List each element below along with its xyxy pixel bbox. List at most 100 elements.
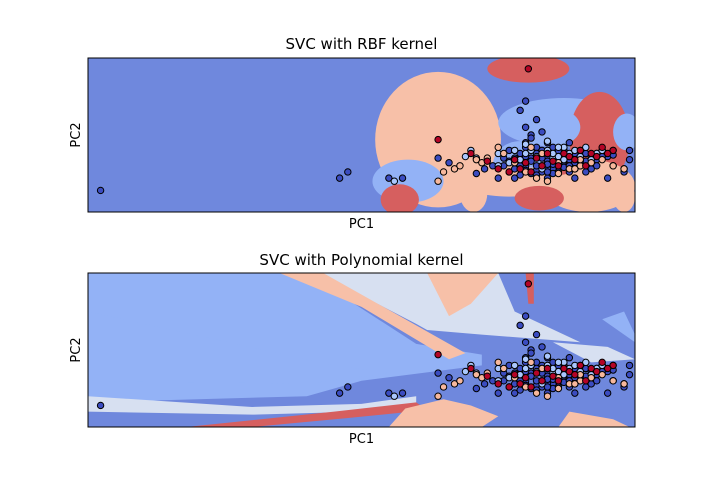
data-point <box>434 154 442 162</box>
data-point <box>335 174 344 182</box>
data-point <box>494 380 502 388</box>
data-point <box>554 143 563 152</box>
decision-region <box>602 311 635 343</box>
data-point <box>576 146 584 155</box>
subplot-rbf: SVC with RBF kernel PC1 PC2 <box>69 35 636 232</box>
data-point <box>521 338 530 346</box>
decision-region <box>552 342 635 363</box>
decision-region <box>388 399 499 427</box>
data-point <box>434 350 442 359</box>
data-point <box>598 358 606 367</box>
data-point <box>445 374 453 382</box>
data-point <box>549 157 557 165</box>
data-point <box>538 377 546 385</box>
data-point <box>532 154 541 162</box>
data-point <box>532 369 541 377</box>
data-point <box>598 155 606 164</box>
data-point <box>527 383 535 391</box>
data-point <box>565 367 574 376</box>
data-point <box>625 146 634 155</box>
decision-region <box>88 396 417 415</box>
decision-region <box>558 411 630 427</box>
data-point <box>593 367 601 376</box>
decision-region <box>514 185 564 211</box>
data-point <box>543 364 552 373</box>
data-point <box>543 392 552 400</box>
data-point <box>554 358 563 367</box>
data-point <box>532 389 541 397</box>
data-point <box>571 389 579 397</box>
decision-region <box>380 184 419 212</box>
data-point <box>538 343 546 351</box>
plot-frame <box>87 272 636 428</box>
data-point <box>625 155 634 164</box>
data-point <box>434 392 442 400</box>
data-point <box>390 392 399 400</box>
data-point <box>587 149 595 158</box>
data-point <box>587 159 595 167</box>
decision-region <box>459 175 488 212</box>
data-point <box>582 168 590 176</box>
data-point <box>467 149 475 158</box>
data-point <box>96 401 105 410</box>
data-point <box>505 168 513 176</box>
data-point <box>521 364 530 373</box>
data-point <box>598 143 606 152</box>
data-point <box>582 383 590 391</box>
data-point <box>625 370 634 379</box>
data-point <box>593 162 601 170</box>
data-point <box>565 354 574 362</box>
chart-title: SVC with Polynomial kernel <box>259 251 463 269</box>
data-point <box>472 155 481 164</box>
data-point <box>439 168 448 176</box>
x-axis-label: PC1 <box>349 217 374 232</box>
data-point <box>500 364 508 373</box>
chart-title: SVC with RBF kernel <box>286 35 438 53</box>
data-point <box>560 364 568 373</box>
data-point <box>385 389 393 397</box>
data-point <box>524 280 533 288</box>
decision-region <box>88 311 389 384</box>
data-point <box>532 174 541 182</box>
decision-region <box>613 113 635 151</box>
data-point <box>467 364 475 373</box>
data-point <box>609 146 617 155</box>
data-point <box>571 370 579 379</box>
y-axis-label: PC2 <box>69 337 84 362</box>
data-point <box>521 374 530 382</box>
data-point <box>527 134 535 142</box>
data-point <box>554 162 563 170</box>
data-point <box>390 177 399 185</box>
data-point <box>582 358 590 367</box>
data-point <box>450 165 459 173</box>
data-point <box>609 361 617 370</box>
data-point <box>461 152 470 161</box>
data-point <box>521 140 530 148</box>
data-point <box>603 389 612 397</box>
data-point <box>543 137 552 145</box>
data-point <box>472 384 481 393</box>
decision-region <box>279 273 466 360</box>
data-point <box>565 152 574 161</box>
data-point <box>576 361 584 370</box>
data-point <box>587 364 595 373</box>
decision-regions <box>88 58 635 212</box>
data-point <box>494 143 502 152</box>
data-point <box>510 174 519 182</box>
decision-region <box>186 402 428 427</box>
data-point <box>603 149 612 158</box>
data-point <box>516 380 524 388</box>
data-point <box>609 162 617 170</box>
data-point <box>510 146 519 155</box>
data-point <box>456 377 464 385</box>
data-point <box>543 177 552 185</box>
data-point <box>439 383 448 391</box>
data-point <box>521 312 530 320</box>
data-point <box>450 380 459 388</box>
decision-region <box>427 273 499 317</box>
data-point <box>505 383 513 391</box>
data-point <box>625 361 634 370</box>
data-point <box>593 152 601 161</box>
data-point <box>521 97 530 105</box>
data-point <box>521 159 530 167</box>
